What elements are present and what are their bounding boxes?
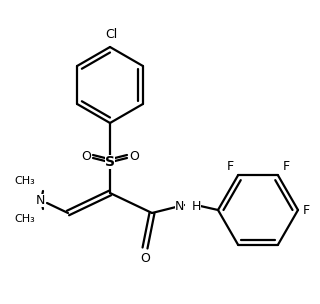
Text: F: F (227, 160, 234, 173)
Text: F: F (303, 203, 310, 216)
Text: N: N (175, 201, 184, 213)
Text: O: O (129, 150, 139, 164)
Text: F: F (283, 160, 290, 173)
Text: CH₃: CH₃ (14, 176, 35, 186)
Text: H: H (192, 201, 201, 213)
Text: S: S (105, 155, 115, 169)
Text: CH₃: CH₃ (14, 214, 35, 224)
Text: N: N (36, 194, 45, 206)
Text: O: O (81, 150, 91, 164)
Text: Cl: Cl (105, 28, 117, 41)
Text: O: O (140, 252, 150, 265)
